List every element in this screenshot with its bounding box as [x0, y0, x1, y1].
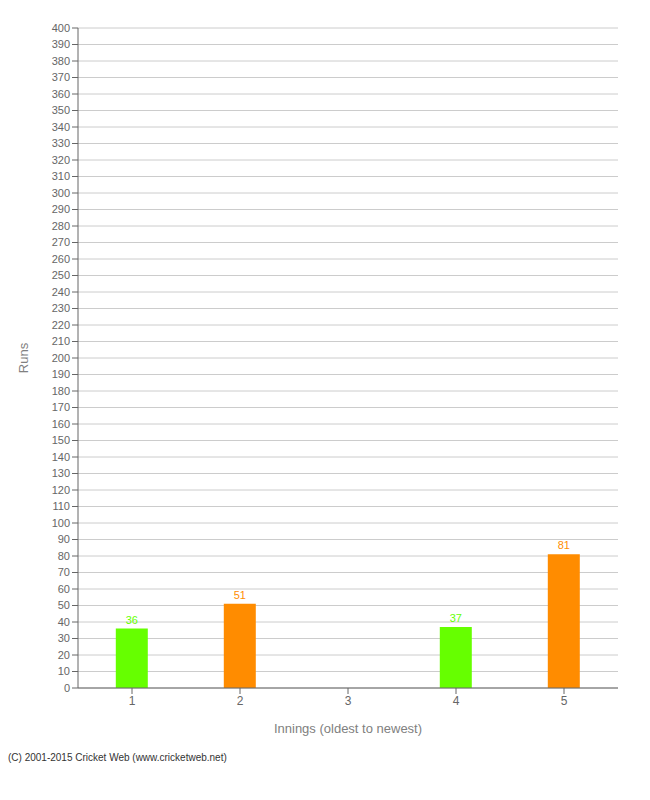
svg-text:160: 160	[52, 418, 70, 430]
svg-text:290: 290	[52, 203, 70, 215]
svg-text:280: 280	[52, 220, 70, 232]
svg-text:380: 380	[52, 55, 70, 67]
svg-text:260: 260	[52, 253, 70, 265]
svg-text:130: 130	[52, 467, 70, 479]
svg-text:81: 81	[558, 539, 570, 551]
svg-text:120: 120	[52, 484, 70, 496]
svg-text:210: 210	[52, 335, 70, 347]
svg-text:1: 1	[129, 694, 136, 708]
svg-text:220: 220	[52, 319, 70, 331]
svg-text:320: 320	[52, 154, 70, 166]
svg-text:140: 140	[52, 451, 70, 463]
svg-text:300: 300	[52, 187, 70, 199]
svg-text:20: 20	[58, 649, 70, 661]
svg-text:90: 90	[58, 533, 70, 545]
svg-text:350: 350	[52, 104, 70, 116]
svg-text:250: 250	[52, 269, 70, 281]
svg-text:40: 40	[58, 616, 70, 628]
svg-text:100: 100	[52, 517, 70, 529]
svg-text:360: 360	[52, 88, 70, 100]
svg-text:Innings (oldest to newest): Innings (oldest to newest)	[274, 721, 422, 736]
svg-text:400: 400	[52, 22, 70, 34]
svg-text:70: 70	[58, 566, 70, 578]
svg-text:80: 80	[58, 550, 70, 562]
svg-text:370: 370	[52, 71, 70, 83]
svg-text:3: 3	[345, 694, 352, 708]
svg-text:310: 310	[52, 170, 70, 182]
svg-text:200: 200	[52, 352, 70, 364]
svg-text:170: 170	[52, 401, 70, 413]
svg-text:230: 230	[52, 302, 70, 314]
svg-text:110: 110	[52, 500, 70, 512]
svg-text:390: 390	[52, 38, 70, 50]
svg-text:10: 10	[58, 665, 70, 677]
svg-text:240: 240	[52, 286, 70, 298]
svg-text:30: 30	[58, 632, 70, 644]
svg-text:270: 270	[52, 236, 70, 248]
svg-text:0: 0	[64, 682, 70, 694]
svg-text:51: 51	[234, 589, 246, 601]
svg-text:36: 36	[126, 614, 138, 626]
svg-text:190: 190	[52, 368, 70, 380]
svg-text:150: 150	[52, 434, 70, 446]
svg-text:330: 330	[52, 137, 70, 149]
svg-text:60: 60	[58, 583, 70, 595]
svg-text:2: 2	[237, 694, 244, 708]
svg-text:340: 340	[52, 121, 70, 133]
svg-text:37: 37	[450, 612, 462, 624]
svg-text:Runs: Runs	[16, 342, 31, 373]
svg-text:4: 4	[453, 694, 460, 708]
svg-text:5: 5	[561, 694, 568, 708]
html-text:(C) 2001-2015 Cricket Web (www: (C) 2001-2015 Cricket Web (www.cricketwe…	[8, 752, 227, 763]
svg-text:50: 50	[58, 599, 70, 611]
svg-text:180: 180	[52, 385, 70, 397]
